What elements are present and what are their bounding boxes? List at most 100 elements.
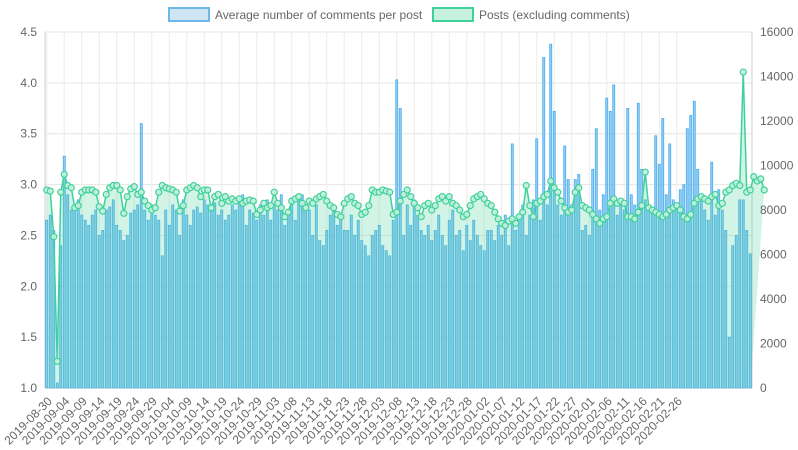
bar[interactable] bbox=[468, 240, 472, 389]
bar[interactable] bbox=[181, 199, 185, 389]
posts-point[interactable] bbox=[193, 184, 201, 192]
bar[interactable] bbox=[542, 57, 546, 389]
posts-point[interactable] bbox=[347, 193, 355, 201]
bar[interactable] bbox=[479, 245, 483, 389]
posts-point[interactable] bbox=[568, 206, 576, 214]
posts-point[interactable] bbox=[60, 170, 68, 178]
bar[interactable] bbox=[66, 194, 70, 389]
bar[interactable] bbox=[573, 179, 577, 389]
bar[interactable] bbox=[104, 209, 108, 389]
bar[interactable] bbox=[101, 230, 105, 389]
bar[interactable] bbox=[402, 235, 406, 389]
bar[interactable] bbox=[122, 240, 126, 389]
bar[interactable] bbox=[629, 194, 633, 389]
posts-point[interactable] bbox=[456, 206, 464, 214]
bar[interactable] bbox=[594, 128, 598, 389]
bar[interactable] bbox=[748, 253, 752, 389]
bar[interactable] bbox=[283, 224, 287, 389]
bar[interactable] bbox=[496, 224, 500, 389]
posts-point[interactable] bbox=[557, 197, 565, 205]
posts-point[interactable] bbox=[277, 204, 285, 212]
posts-point[interactable] bbox=[739, 68, 747, 76]
bar[interactable] bbox=[405, 204, 409, 389]
bar[interactable] bbox=[377, 224, 381, 389]
bar[interactable] bbox=[489, 230, 493, 389]
bar[interactable] bbox=[601, 194, 605, 389]
posts-point[interactable] bbox=[302, 204, 310, 212]
bar[interactable] bbox=[591, 169, 595, 389]
posts-point[interactable] bbox=[526, 201, 534, 210]
posts-point[interactable] bbox=[204, 186, 212, 194]
posts-point[interactable] bbox=[638, 201, 646, 210]
posts-point[interactable] bbox=[197, 193, 205, 201]
posts-point[interactable] bbox=[361, 208, 369, 216]
posts-point[interactable] bbox=[214, 190, 222, 199]
posts-point[interactable] bbox=[50, 233, 58, 241]
posts-point[interactable] bbox=[393, 208, 401, 216]
bar[interactable] bbox=[559, 214, 563, 389]
bar[interactable] bbox=[472, 219, 476, 389]
bar[interactable] bbox=[507, 245, 511, 389]
bar[interactable] bbox=[612, 84, 616, 389]
bar[interactable] bbox=[720, 209, 724, 389]
bar[interactable] bbox=[510, 143, 514, 389]
bar[interactable] bbox=[258, 204, 262, 389]
posts-point[interactable] bbox=[172, 188, 180, 196]
bar[interactable] bbox=[374, 230, 378, 389]
posts-point[interactable] bbox=[92, 188, 100, 196]
bar[interactable] bbox=[503, 214, 507, 389]
bar[interactable] bbox=[710, 161, 714, 389]
bar[interactable] bbox=[598, 209, 602, 389]
posts-point[interactable] bbox=[466, 201, 474, 210]
bar[interactable] bbox=[461, 250, 465, 389]
posts-point[interactable] bbox=[137, 188, 145, 196]
bar[interactable] bbox=[118, 230, 122, 389]
bar[interactable] bbox=[475, 235, 479, 389]
bar[interactable] bbox=[633, 204, 637, 389]
bar[interactable] bbox=[115, 224, 119, 389]
bar[interactable] bbox=[661, 118, 665, 389]
bar[interactable] bbox=[528, 214, 532, 389]
bar[interactable] bbox=[262, 214, 266, 389]
bar[interactable] bbox=[353, 235, 357, 389]
bar[interactable] bbox=[552, 111, 556, 389]
bar[interactable] bbox=[164, 209, 168, 389]
bar[interactable] bbox=[318, 240, 322, 389]
legend-swatch-comments[interactable] bbox=[168, 7, 210, 22]
bar[interactable] bbox=[55, 382, 59, 389]
bar[interactable] bbox=[192, 209, 196, 389]
bar[interactable] bbox=[367, 255, 371, 389]
posts-point[interactable] bbox=[155, 188, 163, 196]
bar[interactable] bbox=[83, 219, 87, 389]
bar[interactable] bbox=[451, 209, 455, 389]
bar[interactable] bbox=[241, 194, 245, 389]
bar[interactable] bbox=[76, 199, 80, 389]
bar[interactable] bbox=[171, 204, 175, 389]
bar[interactable] bbox=[223, 219, 227, 389]
bar[interactable] bbox=[335, 224, 339, 389]
bar[interactable] bbox=[395, 79, 399, 389]
posts-point[interactable] bbox=[620, 199, 628, 207]
bar[interactable] bbox=[622, 209, 626, 389]
bar[interactable] bbox=[577, 174, 581, 389]
posts-point[interactable] bbox=[757, 175, 765, 183]
bar[interactable] bbox=[174, 209, 178, 389]
posts-point[interactable] bbox=[746, 186, 754, 194]
bar[interactable] bbox=[195, 206, 199, 389]
posts-point[interactable] bbox=[330, 204, 338, 212]
posts-point[interactable] bbox=[176, 207, 184, 215]
bar[interactable] bbox=[153, 214, 157, 389]
bar[interactable] bbox=[94, 209, 98, 389]
bar[interactable] bbox=[500, 235, 504, 389]
bar[interactable] bbox=[423, 235, 427, 389]
bar[interactable] bbox=[570, 204, 574, 389]
posts-point[interactable] bbox=[99, 207, 107, 215]
bar[interactable] bbox=[251, 212, 255, 389]
posts-point[interactable] bbox=[123, 193, 131, 201]
bar[interactable] bbox=[108, 206, 112, 389]
bar[interactable] bbox=[549, 43, 553, 389]
bar[interactable] bbox=[706, 219, 710, 389]
posts-point[interactable] bbox=[74, 201, 82, 210]
bar[interactable] bbox=[678, 189, 682, 389]
bar[interactable] bbox=[80, 214, 84, 389]
